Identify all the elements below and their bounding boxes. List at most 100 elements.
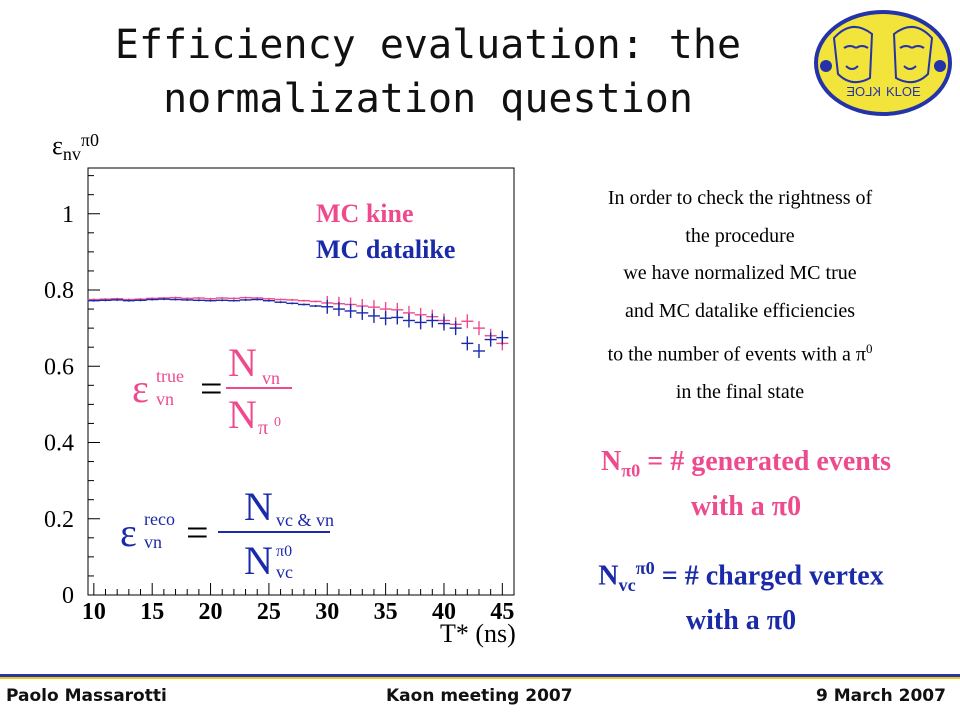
explanation-line-3: we have normalized MC true [623, 262, 857, 284]
y-tick-label: 0.8 [44, 278, 74, 304]
formula-true-efficiency: ε true vn = N vn N π 0 [132, 340, 292, 439]
footer: Paolo Massarotti Kaon meeting 2007 9 Mar… [0, 682, 960, 712]
x-tick-label: 30 [315, 599, 339, 625]
data-point [239, 296, 252, 299]
y-axis-sub: nv [63, 144, 81, 164]
explanation-text: In order to check the rightness of the p… [540, 180, 940, 412]
data-point [426, 313, 439, 328]
data-point [181, 298, 194, 301]
legend-mc-kine: MC kine [316, 199, 414, 228]
data-point [134, 299, 147, 302]
x-tick-label: 40 [432, 599, 456, 625]
data-point [274, 298, 287, 301]
data-point [227, 297, 240, 300]
svg-text:N: N [228, 340, 257, 385]
plot-frame [87, 167, 515, 596]
x-tick-label: 25 [257, 599, 281, 625]
x-tick-label: 10 [82, 599, 106, 625]
x-axis-label: T* (ns) [440, 619, 516, 648]
explanation-line-5: to the number of events with a π0 [607, 341, 873, 366]
data-point [262, 299, 275, 302]
explanation-line-2: the procedure [685, 224, 795, 247]
svg-text:0: 0 [274, 415, 281, 430]
x-tick-label: 20 [199, 599, 223, 625]
y-axis-title: εnvπ0 [52, 130, 99, 164]
data-point [157, 298, 170, 301]
svg-text:vc: vc [276, 562, 293, 582]
data-point [239, 298, 252, 301]
data-point [402, 313, 415, 328]
data-point [227, 299, 240, 302]
footer-date: 9 March 2007 [816, 686, 946, 706]
data-point [344, 303, 357, 318]
data-point [484, 332, 497, 347]
svg-text:=: = [186, 510, 209, 555]
y-tick-label: 0.4 [44, 431, 74, 457]
data-point [332, 302, 345, 317]
explanation-line-1: In order to check the rightness of [607, 187, 873, 209]
data-point [461, 336, 474, 351]
efficiency-chart: εnvπ0 00.20.40.60.81 10 15 20 25 30 35 40 45 MC… [44, 130, 516, 648]
y-tick-label: 0.2 [44, 507, 74, 533]
y-axis-sup: π0 [81, 130, 99, 150]
data-point [262, 297, 275, 300]
data-point [274, 301, 287, 304]
svg-text:N: N [244, 484, 273, 529]
data-point [472, 321, 485, 336]
title-line-1: Efficiency evaluation: the [114, 22, 742, 68]
data-point [204, 299, 217, 302]
data-point [286, 302, 299, 305]
y-axis: 0 0.2 0.4 0.6 0.8 1 [44, 175, 100, 609]
definition-n-pi0: Nπ0 = # generated events with a π0 [600, 446, 892, 522]
data-point [251, 298, 264, 301]
logo-mirror-text: KLOE [846, 84, 881, 99]
data-point [169, 298, 182, 301]
kloe-logo: KLOE KLOE [814, 10, 952, 116]
logo-face-right [892, 26, 934, 84]
footer-rule-yellow [0, 677, 960, 679]
data-point [192, 299, 205, 302]
y-tick-label: 1 [62, 202, 74, 228]
data-point [286, 298, 299, 301]
svg-text:vn: vn [144, 532, 162, 552]
data-point [496, 330, 509, 345]
x-tick-label: 35 [374, 599, 398, 625]
data-point [391, 310, 404, 325]
data-point [99, 299, 112, 302]
explanation-line-6: in the final state [675, 381, 805, 404]
data-point [449, 321, 462, 336]
data-point [321, 299, 334, 314]
data-point [87, 299, 100, 302]
data-point [216, 299, 229, 302]
formula-reco-efficiency: ε reco vn = N vc & vn N π0 vc [120, 484, 334, 583]
y-tick-label: 0 [62, 583, 74, 609]
footer-event: Kaon meeting 2007 [386, 686, 573, 706]
data-point [309, 300, 322, 303]
explanation-line-4: and MC datalike efficiencies [624, 299, 856, 322]
svg-text:N: N [244, 538, 273, 583]
data-point [367, 308, 380, 323]
data-point [169, 296, 182, 299]
svg-text:true: true [156, 366, 184, 386]
definition-n-vc-pi0: Nvcπ0 = # charged vertex with a π0 [598, 558, 884, 636]
data-point [414, 315, 427, 330]
x-tick-label: 45 [490, 599, 514, 625]
data-point [437, 316, 450, 331]
svg-text:vn: vn [156, 389, 174, 409]
data-point [146, 298, 159, 301]
data-point [297, 303, 310, 306]
svg-text:ε: ε [132, 366, 149, 411]
data-point [122, 299, 135, 302]
svg-text:reco: reco [144, 509, 175, 529]
logo-dot-left [820, 60, 832, 72]
footer-author: Paolo Massarotti [6, 686, 167, 706]
series-mc-datalike [87, 298, 509, 358]
svg-text:π0: π0 [276, 543, 292, 560]
data-point [461, 314, 474, 329]
svg-text:vc & vn: vc & vn [276, 510, 334, 530]
data-point [204, 297, 217, 300]
data-point [192, 297, 205, 300]
data-point [472, 344, 485, 358]
svg-text:vn: vn [262, 368, 280, 388]
x-tick-label: 15 [140, 599, 164, 625]
